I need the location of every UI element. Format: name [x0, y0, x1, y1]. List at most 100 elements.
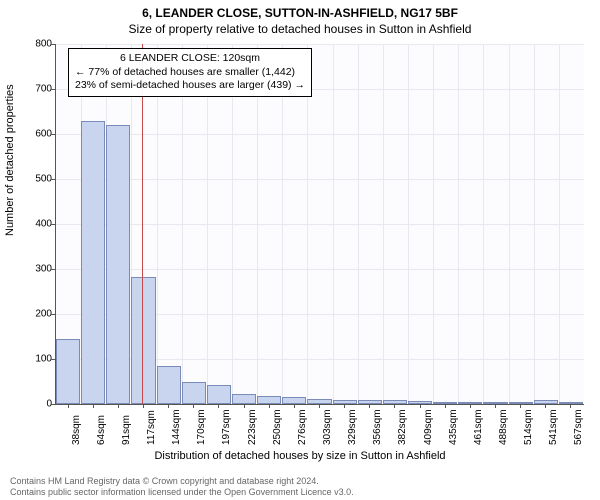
grid-line-v	[433, 44, 434, 404]
histogram-bar	[257, 396, 281, 404]
x-tick-mark	[420, 404, 421, 408]
y-tick-mark	[51, 314, 55, 315]
x-tick-label: 223sqm	[247, 409, 258, 445]
grid-line-v	[232, 44, 233, 404]
y-tick-label: 400	[22, 219, 52, 230]
x-tick-mark	[93, 404, 94, 408]
x-tick-label: 488sqm	[498, 409, 509, 445]
grid-line-v	[458, 44, 459, 404]
title-main: 6, LEANDER CLOSE, SUTTON-IN-ASHFIELD, NG…	[0, 0, 600, 20]
histogram-bar	[106, 125, 130, 404]
x-tick-label: 541sqm	[548, 409, 559, 445]
y-tick-label: 300	[22, 264, 52, 275]
x-tick-mark	[545, 404, 546, 408]
x-tick-mark	[344, 404, 345, 408]
y-tick-mark	[51, 179, 55, 180]
x-tick-label: 329sqm	[347, 409, 358, 445]
grid-line-h	[56, 134, 584, 135]
grid-line-v	[534, 44, 535, 404]
x-tick-mark	[118, 404, 119, 408]
y-tick-label: 0	[22, 399, 52, 410]
grid-line-h	[56, 224, 584, 225]
grid-line-v	[257, 44, 258, 404]
grid-line-v	[358, 44, 359, 404]
x-tick-mark	[143, 404, 144, 408]
grid-line-v	[157, 44, 158, 404]
x-tick-mark	[570, 404, 571, 408]
x-tick-mark	[445, 404, 446, 408]
histogram-bar	[131, 277, 155, 404]
y-tick-label: 500	[22, 174, 52, 185]
y-tick-mark	[51, 224, 55, 225]
info-box-line1: ← 77% of detached houses are smaller (1,…	[75, 66, 305, 80]
y-tick-mark	[51, 44, 55, 45]
x-tick-label: 435sqm	[448, 409, 459, 445]
grid-line-h	[56, 179, 584, 180]
grid-line-v	[207, 44, 208, 404]
x-tick-label: 144sqm	[171, 409, 182, 445]
histogram-bar	[232, 394, 256, 404]
x-tick-label: 276sqm	[297, 409, 308, 445]
x-tick-label: 197sqm	[221, 409, 232, 445]
y-tick-mark	[51, 134, 55, 135]
x-tick-mark	[394, 404, 395, 408]
x-tick-mark	[369, 404, 370, 408]
footer-line2: Contains public sector information licen…	[10, 487, 354, 498]
footer-line1: Contains HM Land Registry data © Crown c…	[10, 476, 354, 487]
grid-line-v	[282, 44, 283, 404]
x-tick-label: 409sqm	[423, 409, 434, 445]
x-tick-label: 64sqm	[96, 415, 107, 445]
chart-container: 6, LEANDER CLOSE, SUTTON-IN-ASHFIELD, NG…	[0, 0, 600, 500]
grid-line-v	[483, 44, 484, 404]
plot-area	[55, 44, 584, 405]
y-tick-label: 200	[22, 309, 52, 320]
info-box: 6 LEANDER CLOSE: 120sqm ← 77% of detache…	[68, 48, 312, 97]
x-tick-label: 117sqm	[146, 410, 157, 445]
grid-line-v	[408, 44, 409, 404]
x-tick-mark	[244, 404, 245, 408]
x-tick-label: 567sqm	[573, 409, 584, 445]
histogram-bar	[56, 339, 80, 404]
x-tick-label: 382sqm	[397, 409, 408, 445]
title-sub: Size of property relative to detached ho…	[0, 20, 600, 36]
y-axis-label: Number of detached properties	[4, 224, 16, 236]
x-tick-mark	[495, 404, 496, 408]
grid-line-v	[333, 44, 334, 404]
x-tick-mark	[294, 404, 295, 408]
x-tick-mark	[269, 404, 270, 408]
x-tick-label: 356sqm	[372, 409, 383, 445]
histogram-bar	[81, 121, 105, 405]
x-tick-label: 514sqm	[523, 409, 534, 445]
grid-line-v	[182, 44, 183, 404]
y-tick-label: 800	[22, 39, 52, 50]
y-tick-mark	[51, 359, 55, 360]
x-tick-mark	[470, 404, 471, 408]
x-tick-mark	[520, 404, 521, 408]
histogram-bar	[157, 366, 181, 404]
grid-line-v	[559, 44, 560, 404]
x-tick-label: 91sqm	[121, 415, 132, 445]
info-box-line2: 23% of semi-detached houses are larger (…	[75, 79, 305, 93]
x-tick-label: 303sqm	[322, 409, 333, 445]
y-tick-mark	[51, 269, 55, 270]
x-tick-mark	[193, 404, 194, 408]
x-tick-label: 461sqm	[473, 409, 484, 445]
y-tick-label: 100	[22, 354, 52, 365]
grid-line-v	[383, 44, 384, 404]
reference-line	[142, 44, 143, 404]
histogram-bar	[282, 397, 306, 404]
y-tick-label: 700	[22, 84, 52, 95]
grid-line-h	[56, 269, 584, 270]
x-tick-mark	[218, 404, 219, 408]
y-tick-mark	[51, 89, 55, 90]
x-tick-label: 38sqm	[71, 415, 82, 445]
grid-line-v	[307, 44, 308, 404]
histogram-bar	[182, 382, 206, 405]
y-tick-label: 600	[22, 129, 52, 140]
grid-line-v	[509, 44, 510, 404]
x-tick-label: 170sqm	[196, 409, 207, 445]
x-tick-label: 250sqm	[272, 409, 283, 445]
grid-line-h	[56, 44, 584, 45]
histogram-bar	[207, 385, 231, 404]
x-tick-mark	[168, 404, 169, 408]
